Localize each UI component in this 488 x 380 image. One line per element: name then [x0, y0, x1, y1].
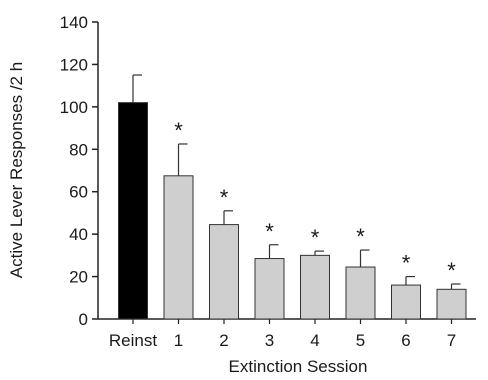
- bar: [300, 254, 330, 320]
- y-tick-label: 140: [60, 13, 88, 32]
- significance-star: *: [220, 185, 229, 210]
- bar: [345, 266, 376, 320]
- y-tick-label: 80: [69, 140, 88, 159]
- x-tick-label: 2: [219, 331, 228, 350]
- bars: [118, 74, 467, 320]
- significance-star: *: [311, 225, 320, 250]
- x-tick-label: 5: [356, 331, 365, 350]
- x-axis-title: Extinction Session: [229, 357, 368, 376]
- significance-star: *: [402, 251, 411, 276]
- x-tick-label: Reinst: [109, 331, 157, 350]
- bar: [436, 288, 467, 320]
- x-tick-label: 6: [401, 331, 410, 350]
- y-tick-label: 0: [79, 310, 88, 329]
- significance-star: *: [356, 224, 365, 249]
- y-tick-label: 120: [60, 55, 88, 74]
- labels: Reinst 1 * 2 * 3 * 4 * 5 * 6 * 7 *: [109, 118, 456, 350]
- axes: 0 20 40 60 80 100 120 140: [60, 13, 476, 329]
- x-tick-label: 3: [265, 331, 274, 350]
- significance-star: *: [265, 219, 274, 244]
- y-axis-title: Active Lever Responses /2 h: [7, 62, 26, 278]
- bar: [163, 175, 194, 320]
- x-tick-label: 4: [310, 331, 319, 350]
- x-tick-label: 1: [174, 331, 183, 350]
- y-tick-label: 100: [60, 98, 88, 117]
- significance-star: *: [447, 258, 456, 283]
- significance-star: *: [174, 118, 183, 143]
- bar: [391, 284, 421, 320]
- bar: [118, 102, 148, 320]
- bar: [209, 224, 239, 320]
- y-tick-label: 60: [69, 183, 88, 202]
- y-tick-label: 20: [69, 268, 88, 287]
- bar: [254, 258, 285, 320]
- y-tick-label: 40: [69, 225, 88, 244]
- x-tick-label: 7: [447, 331, 456, 350]
